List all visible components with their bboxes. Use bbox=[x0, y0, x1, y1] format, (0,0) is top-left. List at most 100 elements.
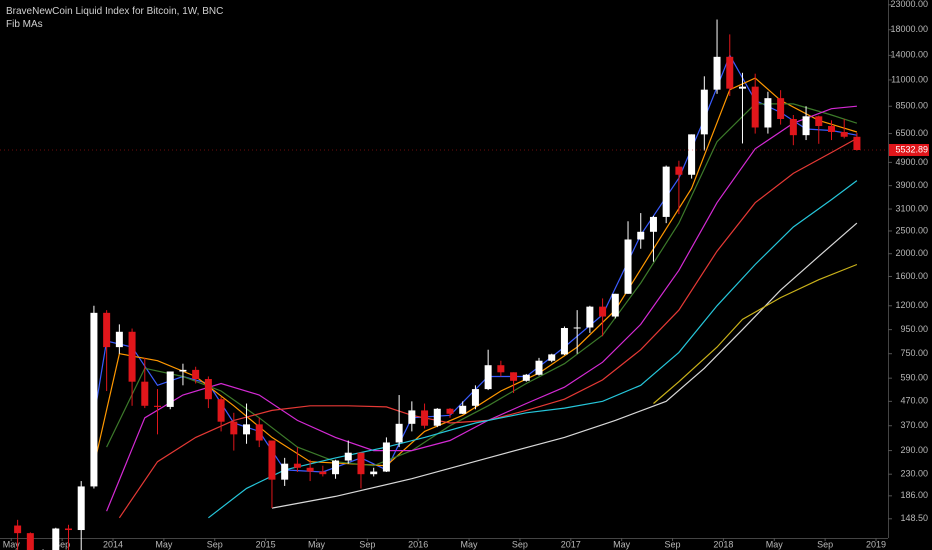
y-tick-label: 8500.00 bbox=[895, 101, 928, 111]
candle-body bbox=[64, 528, 72, 531]
last-price-label: 5532.89 bbox=[895, 144, 928, 154]
candle-body bbox=[738, 86, 746, 89]
candle-body bbox=[624, 239, 632, 294]
x-tick-label: May bbox=[461, 539, 479, 549]
candle-body bbox=[115, 331, 123, 348]
y-tick-label: 14000.00 bbox=[890, 50, 928, 60]
candle-body bbox=[243, 424, 251, 435]
candle-body bbox=[382, 442, 390, 472]
candle-body bbox=[777, 98, 785, 119]
candle-body bbox=[535, 360, 543, 375]
candle-body bbox=[433, 408, 441, 426]
candle-body bbox=[853, 136, 861, 151]
moving-average-line bbox=[271, 222, 858, 509]
y-tick-label: 230.00 bbox=[900, 469, 928, 479]
y-tick-label: 590.00 bbox=[900, 373, 928, 383]
last-price-box bbox=[889, 144, 929, 157]
candle-body bbox=[802, 116, 810, 136]
y-tick-label: 3100.00 bbox=[895, 203, 928, 213]
x-tick-label: 2015 bbox=[256, 539, 276, 549]
candle-body bbox=[52, 528, 60, 550]
y-tick-label: 370.00 bbox=[900, 420, 928, 430]
candle-body bbox=[141, 381, 149, 406]
candle-body bbox=[344, 452, 352, 461]
candle-body bbox=[700, 89, 708, 135]
x-tick-label: May bbox=[766, 539, 784, 549]
candle-body bbox=[815, 116, 823, 127]
y-tick-label: 1600.00 bbox=[895, 271, 928, 281]
candle-body bbox=[688, 134, 696, 175]
candle-body bbox=[497, 365, 505, 373]
y-tick-label: 4900.00 bbox=[895, 157, 928, 167]
x-tick-label: 2017 bbox=[561, 539, 581, 549]
candle-body bbox=[332, 460, 340, 475]
y-tick-label: 290.00 bbox=[900, 445, 928, 455]
candle-body bbox=[192, 369, 200, 380]
y-tick-label: 3900.00 bbox=[895, 180, 928, 190]
candle-body bbox=[306, 467, 314, 472]
candle-body bbox=[484, 365, 492, 390]
candle-body bbox=[77, 486, 85, 531]
y-tick-label: 11000.00 bbox=[891, 74, 928, 84]
x-tick-label: Sep bbox=[207, 539, 223, 549]
candle-body bbox=[446, 408, 454, 414]
candle-body bbox=[319, 471, 327, 475]
candle-body bbox=[675, 166, 683, 175]
moving-average-line bbox=[653, 263, 858, 404]
candle-body bbox=[599, 306, 607, 317]
candle-body bbox=[840, 132, 848, 137]
candle-body bbox=[268, 440, 276, 480]
candle-body bbox=[662, 166, 670, 217]
candle-body bbox=[421, 410, 429, 426]
candle-body bbox=[510, 372, 518, 381]
y-tick-label: 6500.00 bbox=[895, 128, 928, 138]
candle-body bbox=[90, 312, 98, 487]
chart-subtitle: Fib MAs bbox=[6, 19, 43, 30]
candle-body bbox=[548, 354, 556, 361]
candle-body bbox=[827, 126, 835, 133]
x-tick-label: Sep bbox=[359, 539, 375, 549]
candle-body bbox=[370, 471, 378, 475]
x-tick-label: Sep bbox=[512, 539, 528, 549]
candle-body bbox=[459, 405, 467, 414]
x-tick-label: 2016 bbox=[408, 539, 428, 549]
candle-body bbox=[611, 293, 619, 317]
candle-body bbox=[789, 118, 797, 136]
candle-body bbox=[637, 231, 645, 240]
candle-body bbox=[408, 410, 416, 424]
candle-body bbox=[586, 306, 594, 328]
candle-body bbox=[395, 423, 403, 443]
candle-body bbox=[522, 374, 530, 381]
y-tick-label: 2000.00 bbox=[895, 248, 928, 258]
candle-body bbox=[14, 525, 22, 534]
candle-body bbox=[751, 86, 759, 128]
y-tick-label: 1200.00 bbox=[895, 300, 928, 310]
candle-body bbox=[26, 533, 34, 550]
x-tick-label: 2014 bbox=[103, 539, 123, 549]
candle-body bbox=[713, 56, 721, 90]
x-tick-label: May bbox=[155, 539, 173, 549]
candle-body bbox=[573, 327, 581, 329]
candle-body bbox=[281, 463, 289, 480]
y-tick-label: 2500.00 bbox=[895, 225, 928, 235]
y-tick-label: 148.50 bbox=[900, 513, 928, 523]
candle-body bbox=[179, 369, 187, 372]
candle-body bbox=[230, 421, 238, 435]
candle-body bbox=[357, 452, 365, 475]
x-tick-label: 2019 bbox=[866, 539, 886, 549]
candle-body bbox=[255, 424, 263, 441]
candle-body bbox=[649, 216, 657, 232]
candle-body bbox=[204, 379, 212, 400]
y-tick-label: 18000.00 bbox=[890, 24, 928, 34]
candle-body bbox=[471, 389, 479, 406]
candle-body bbox=[764, 98, 772, 128]
x-tick-label: May bbox=[308, 539, 326, 549]
candle-body bbox=[293, 463, 301, 468]
y-tick-label: 186.00 bbox=[900, 490, 928, 500]
moving-average-line bbox=[208, 180, 858, 519]
x-tick-label: May bbox=[613, 539, 631, 549]
candle-body bbox=[166, 371, 174, 407]
